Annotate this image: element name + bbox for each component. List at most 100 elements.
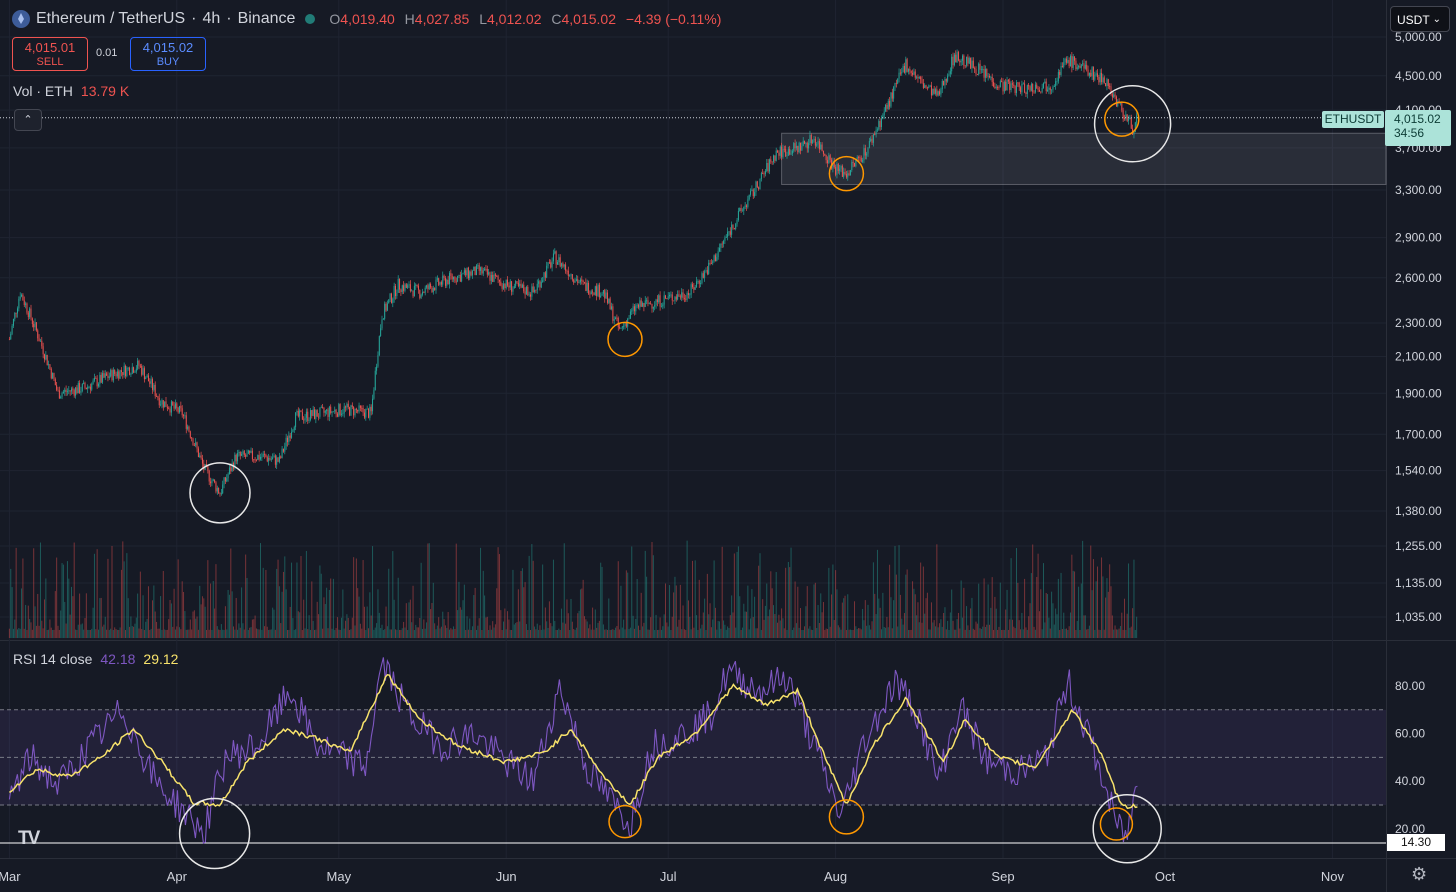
candle-body <box>594 286 596 295</box>
candle-body <box>712 261 714 264</box>
volume-bar <box>689 616 691 638</box>
candle-body <box>396 292 398 296</box>
volume-bar <box>174 629 176 638</box>
candle-body <box>49 364 51 369</box>
candle-body <box>1111 94 1113 98</box>
volume-bar <box>112 629 114 638</box>
candle-body <box>994 86 996 89</box>
volume-bar <box>998 626 1000 638</box>
volume-bar <box>1095 581 1097 638</box>
volume-bar <box>720 628 722 638</box>
candle-body <box>296 411 298 413</box>
candle-body <box>243 451 245 456</box>
volume-bar <box>68 578 70 638</box>
candle-body <box>636 304 638 306</box>
candle-body <box>845 174 847 178</box>
candle-body <box>184 415 186 417</box>
volume-bar <box>1049 628 1051 638</box>
volume-bar <box>602 624 604 638</box>
candle-body <box>640 300 642 307</box>
volume-bar <box>952 620 954 638</box>
symbol-name[interactable]: Ethereum / TetherUS <box>36 10 186 27</box>
volume-bar <box>548 601 550 638</box>
candle-body <box>913 71 915 75</box>
candle-body <box>226 478 228 482</box>
volume-bar <box>1056 614 1058 638</box>
candle-body <box>849 170 851 176</box>
candle-body <box>885 104 887 112</box>
volume-bar <box>868 625 870 638</box>
candle-body <box>504 283 506 289</box>
candle-body <box>816 144 818 146</box>
candle-body <box>860 157 862 162</box>
candle-body <box>354 408 356 416</box>
candle-body <box>719 247 720 252</box>
volume-bar <box>370 615 372 638</box>
volume-bar <box>1097 566 1098 638</box>
candle-body <box>930 85 932 96</box>
volume-bar <box>373 629 375 638</box>
volume-bar <box>581 588 583 638</box>
volume-bar <box>470 629 472 638</box>
price-tick-label: 5,000.00 <box>1395 30 1442 44</box>
sell-button[interactable]: 4,015.01 SELL <box>12 37 88 71</box>
candle-body <box>775 150 777 161</box>
candle-body <box>76 387 78 394</box>
buy-price: 4,015.02 <box>142 40 194 55</box>
volume-bar <box>154 611 156 638</box>
rsi-tick-label: 40.00 <box>1395 774 1425 788</box>
volume-bar <box>237 629 239 638</box>
volume-bar <box>644 550 646 638</box>
gear-icon[interactable]: ⚙ <box>1411 864 1428 884</box>
candle-body <box>970 58 972 69</box>
volume-bar <box>975 621 977 638</box>
tradingview-logo-icon[interactable]: TV <box>18 828 40 849</box>
volume-bar <box>1026 629 1028 638</box>
candle-body <box>914 71 916 78</box>
volume-bar <box>867 604 869 638</box>
candle-body <box>359 405 361 408</box>
volume-legend[interactable]: Vol · ETH 13.79 K <box>13 83 129 99</box>
candle-body <box>173 405 175 409</box>
candles <box>8 49 1138 497</box>
candle-body <box>390 293 392 303</box>
buy-button[interactable]: 4,015.02 BUY <box>130 37 206 71</box>
interval[interactable]: 4h <box>202 10 221 27</box>
volume-bar <box>743 603 745 638</box>
candle-body <box>585 282 587 291</box>
candle-body <box>791 150 793 154</box>
volume-bar <box>732 612 734 638</box>
volume-bar <box>731 595 733 638</box>
candle-body <box>875 130 877 135</box>
candle-body <box>601 293 603 296</box>
candle-body <box>1107 79 1109 86</box>
candle-body <box>571 274 573 280</box>
volume-bar <box>226 629 228 638</box>
candle-body <box>91 383 93 390</box>
candle-body <box>473 266 475 271</box>
currency-selector[interactable]: USDT ⌄ <box>1390 6 1450 32</box>
volume-bar <box>488 630 490 638</box>
candle-body <box>139 365 141 367</box>
rsi-legend[interactable]: RSI 14 close 42.18 29.12 <box>13 651 178 667</box>
volume-bar <box>586 621 588 638</box>
volume-bar <box>557 629 558 638</box>
volume-bar <box>870 629 872 638</box>
candle-body <box>590 291 592 295</box>
time-axis-border <box>0 858 1456 859</box>
candle-body <box>27 312 29 318</box>
volume-bar <box>768 609 770 638</box>
volume-bar <box>940 619 942 638</box>
volume-bar <box>490 629 492 638</box>
candle-body <box>349 407 351 416</box>
candle-body <box>503 283 504 289</box>
volume-bar <box>453 626 455 638</box>
candle-body <box>650 303 652 305</box>
collapse-legend-button[interactable]: ⌃ <box>14 109 42 131</box>
volume-bar <box>605 629 607 638</box>
candle-body <box>671 294 673 301</box>
price-tick-label: 1,540.00 <box>1395 464 1442 478</box>
volume-bar <box>895 574 897 638</box>
volume-bar <box>945 629 947 638</box>
